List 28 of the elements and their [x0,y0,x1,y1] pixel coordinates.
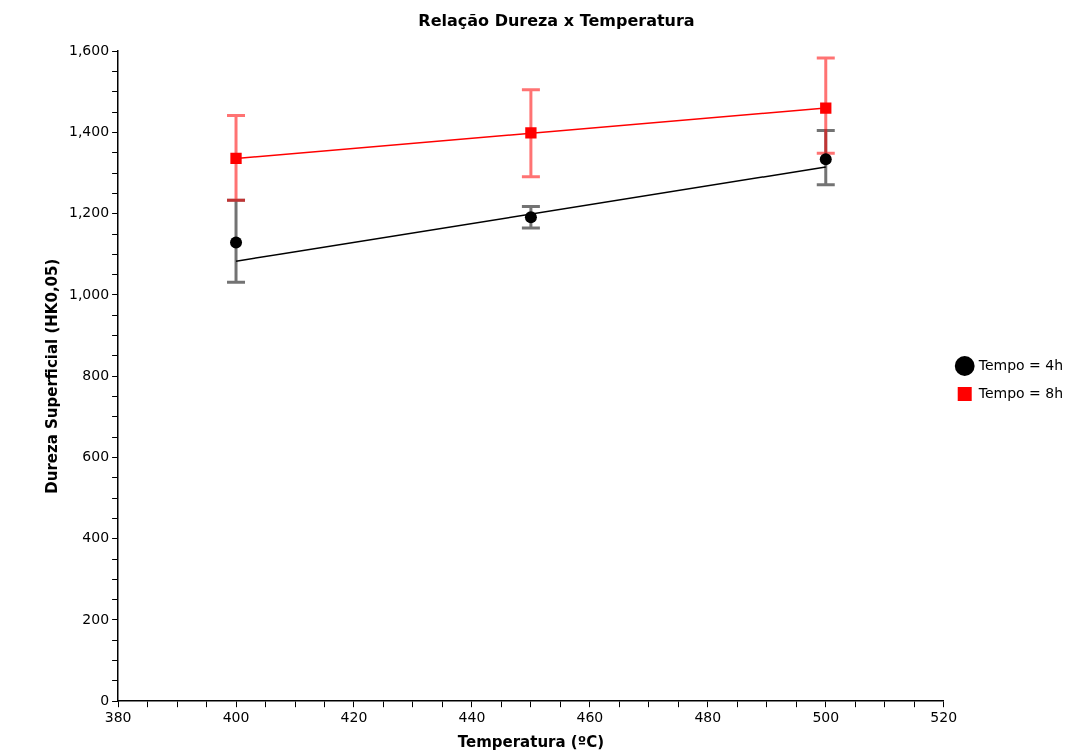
point [524,211,537,224]
y-tick-label: 1,000 [68,285,110,302]
x-tick-label: 420 [340,709,368,726]
x-tick-label: 380 [104,709,132,726]
x-axis-title: Temperatura (ºC) [457,732,605,751]
x-tick-label: 500 [812,709,840,726]
legend-label: Tempo = 4h [977,356,1064,373]
y-tick-label: 1,600 [68,41,110,58]
y-tick-label: 0 [100,691,110,708]
point [819,153,832,166]
x-tick-label: 520 [930,709,958,726]
x-tick-label: 480 [694,709,722,726]
y-tick-label: 400 [82,529,110,546]
legend-label: Tempo = 8h [977,384,1064,401]
x-tick-label: 400 [222,709,250,726]
point [230,152,242,165]
y-axis-title: Dureza Superficial (HK0,05) [42,258,61,494]
point [230,236,243,249]
y-tick-label: 200 [82,610,110,627]
y-tick-label: 1,400 [68,123,110,140]
x-tick-label: 440 [458,709,486,726]
chart-title: Relação Dureza x Temperatura [418,10,695,30]
point [525,127,537,139]
point [820,102,832,114]
y-tick-label: 1,200 [68,204,110,221]
x-tick-label: 460 [576,709,604,726]
y-tick-label: 800 [82,366,110,383]
y-tick-label: 600 [82,448,110,465]
